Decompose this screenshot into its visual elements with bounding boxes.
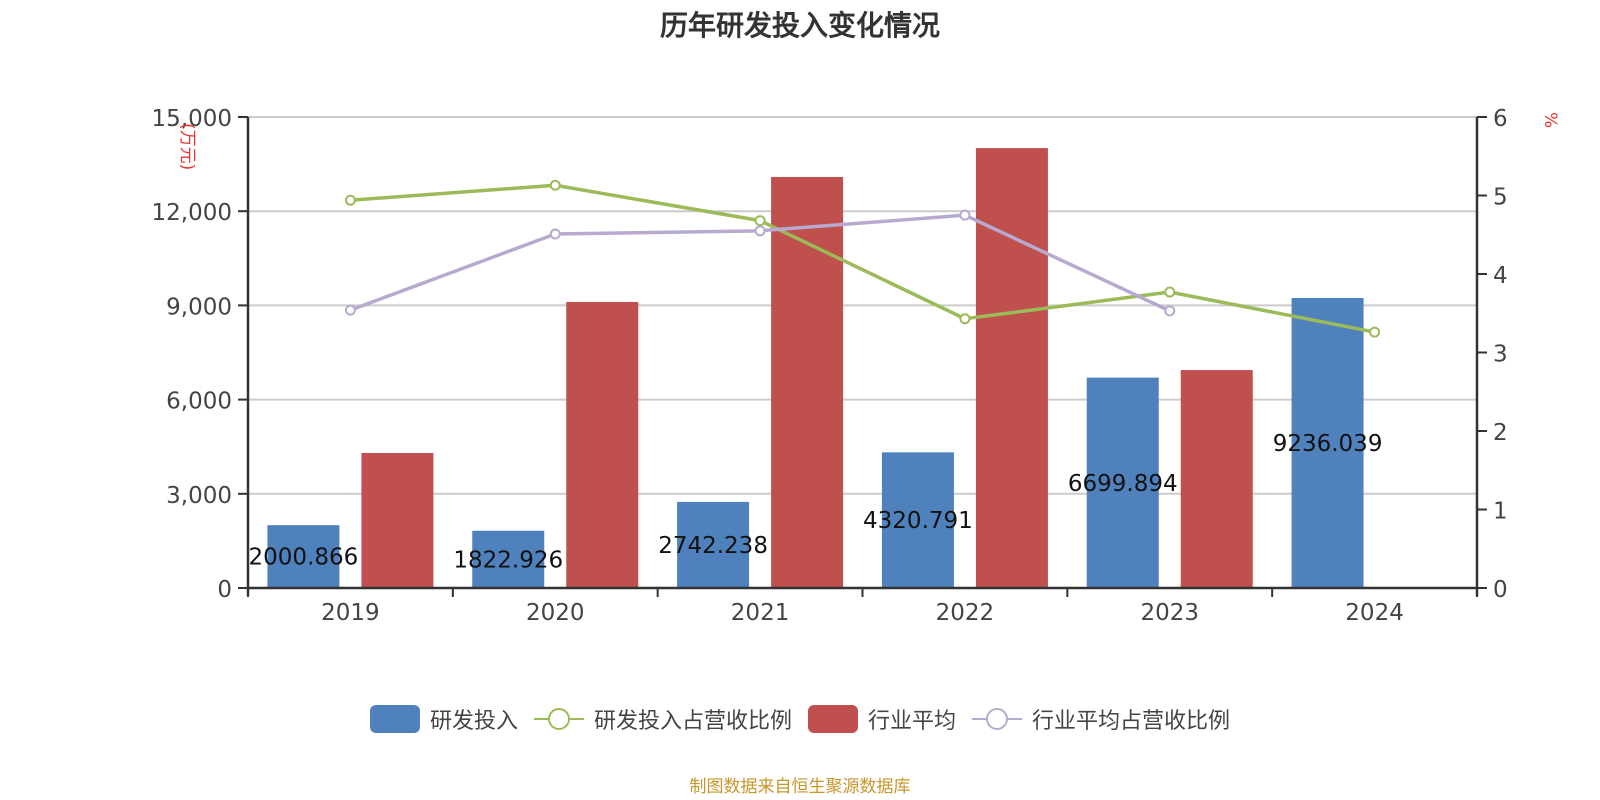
- y-right-tick-label: 3: [1493, 342, 1508, 368]
- legend-label: 行业平均: [868, 709, 957, 734]
- bar[interactable]: [1291, 297, 1364, 588]
- y-right-tick-label: 5: [1493, 185, 1508, 211]
- legend-label: 研发投入占营收比例: [593, 709, 792, 734]
- line-point[interactable]: [1369, 326, 1381, 338]
- legend-label: 研发投入: [429, 709, 518, 734]
- x-tick-label: 2020: [526, 600, 585, 626]
- y-tick-label: 15,000: [152, 106, 232, 132]
- legend: 研发投入 研发投入占营收比例 行业平均 行业平均占营收比例: [0, 703, 1600, 735]
- bar[interactable]: [677, 501, 750, 588]
- legend-item-rd-ratio[interactable]: 研发投入占营收比例: [533, 703, 792, 735]
- axes: 0 3,000 6,000 9,000 12,000 15,000 0 1 2 3 4 5 6 (万元)%…: [152, 106, 1560, 626]
- x-tick-label: 2019: [321, 600, 380, 626]
- bar-series: [267, 148, 1364, 588]
- y-right-tick-label: 0: [1493, 577, 1508, 603]
- line-point[interactable]: [549, 179, 561, 191]
- legend-item-rd-investment[interactable]: 研发投入: [369, 703, 518, 735]
- line-circle-swatch-icon: [972, 705, 1023, 733]
- line-circle-swatch-icon: [533, 705, 584, 733]
- bar[interactable]: [361, 452, 434, 588]
- x-tick-label: 2021: [731, 600, 790, 626]
- legend-label: 行业平均占营收比例: [1032, 709, 1231, 734]
- line-point[interactable]: [754, 225, 766, 237]
- y-tick-label: 3,000: [166, 483, 232, 509]
- bar[interactable]: [1086, 377, 1159, 588]
- bar-value-label: 9236.039: [1273, 431, 1383, 457]
- bar[interactable]: [566, 301, 639, 588]
- y-axis-unit: (万元): [177, 123, 197, 170]
- y-tick-label: 9,000: [166, 294, 232, 320]
- line-point[interactable]: [754, 215, 766, 227]
- y-right-tick-label: 4: [1493, 263, 1508, 289]
- bar[interactable]: [267, 525, 340, 588]
- bar-value-label: 6699.894: [1068, 471, 1178, 497]
- legend-item-industry-ratio[interactable]: 行业平均占营收比例: [972, 703, 1230, 735]
- x-tick-label: 2022: [936, 600, 995, 626]
- bar-swatch-icon: [369, 705, 420, 733]
- bar[interactable]: [472, 530, 545, 588]
- data-labels: 2000.866 1822.926 2742.238 4320.791 6699.894…: [249, 431, 1383, 573]
- line-point[interactable]: [344, 304, 356, 316]
- bar[interactable]: [1180, 370, 1253, 588]
- y-tick-label: 6,000: [166, 389, 232, 415]
- bar-value-label: 1822.926: [453, 547, 563, 573]
- y-right-tick-label: 1: [1493, 499, 1508, 525]
- bar-swatch-icon: [808, 705, 858, 733]
- line-path: [350, 183, 1375, 334]
- line-point[interactable]: [959, 313, 971, 325]
- chart-title: 历年研发投入变化情况: [659, 9, 940, 42]
- y-right-axis-unit: %: [1540, 112, 1560, 128]
- line-series: [344, 179, 1381, 338]
- line-point[interactable]: [1164, 286, 1176, 298]
- y-tick-label: 12,000: [152, 200, 232, 226]
- y-right-tick-label: 6: [1493, 106, 1508, 132]
- line-point[interactable]: [549, 228, 561, 240]
- x-tick-label: 2024: [1345, 600, 1404, 626]
- legend-item-industry-avg[interactable]: 行业平均: [808, 703, 956, 735]
- y-right-tick-label: 2: [1493, 420, 1508, 446]
- source-note: 制图数据来自恒生聚源数据库: [689, 777, 911, 797]
- bar-value-label: 2742.238: [658, 533, 768, 559]
- bar[interactable]: [771, 176, 844, 588]
- line-point[interactable]: [1164, 305, 1176, 317]
- line-point[interactable]: [959, 209, 971, 221]
- gridlines: [248, 116, 1477, 495]
- line-point[interactable]: [344, 194, 356, 206]
- y-tick-label: 0: [217, 577, 232, 603]
- bar-value-label: 2000.866: [249, 545, 359, 571]
- bar-value-label: 4320.791: [863, 508, 973, 534]
- bar[interactable]: [881, 452, 954, 588]
- x-tick-label: 2023: [1140, 600, 1199, 626]
- bar[interactable]: [975, 148, 1048, 588]
